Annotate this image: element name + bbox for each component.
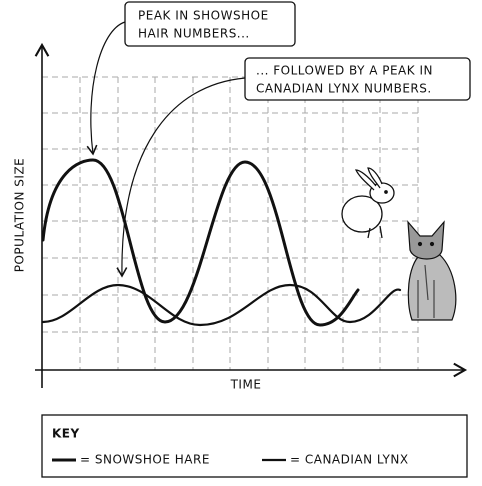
callout-text: HAIR NUMBERS...	[138, 27, 250, 41]
hare-curve	[41, 158, 360, 327]
key-title: KEY	[52, 427, 80, 441]
callout-1: PEAK IN SHOWSHOE HAIR NUMBERS...	[86, 1, 296, 156]
callout-text: CANADIAN LYNX NUMBERS.	[256, 82, 432, 96]
key-item: = SNOWSHOE HARE	[80, 453, 210, 467]
key: KEY = SNOWSHOE HARE = CANADIAN LYNX	[41, 414, 468, 478]
lynx-curve	[41, 283, 402, 327]
lynx-illustration	[407, 220, 457, 321]
x-axis-label: TIME	[230, 378, 262, 392]
hare-illustration	[341, 167, 395, 239]
callout-2: ... FOLLOWED BY A PEAK IN CANADIAN LYNX …	[116, 57, 471, 278]
callout-text: ... FOLLOWED BY A PEAK IN	[256, 64, 433, 78]
callout-text: PEAK IN SHOWSHOE	[138, 9, 269, 23]
key-item: = CANADIAN LYNX	[290, 453, 409, 467]
y-axis-label: POPULATION SIZE	[13, 158, 27, 273]
